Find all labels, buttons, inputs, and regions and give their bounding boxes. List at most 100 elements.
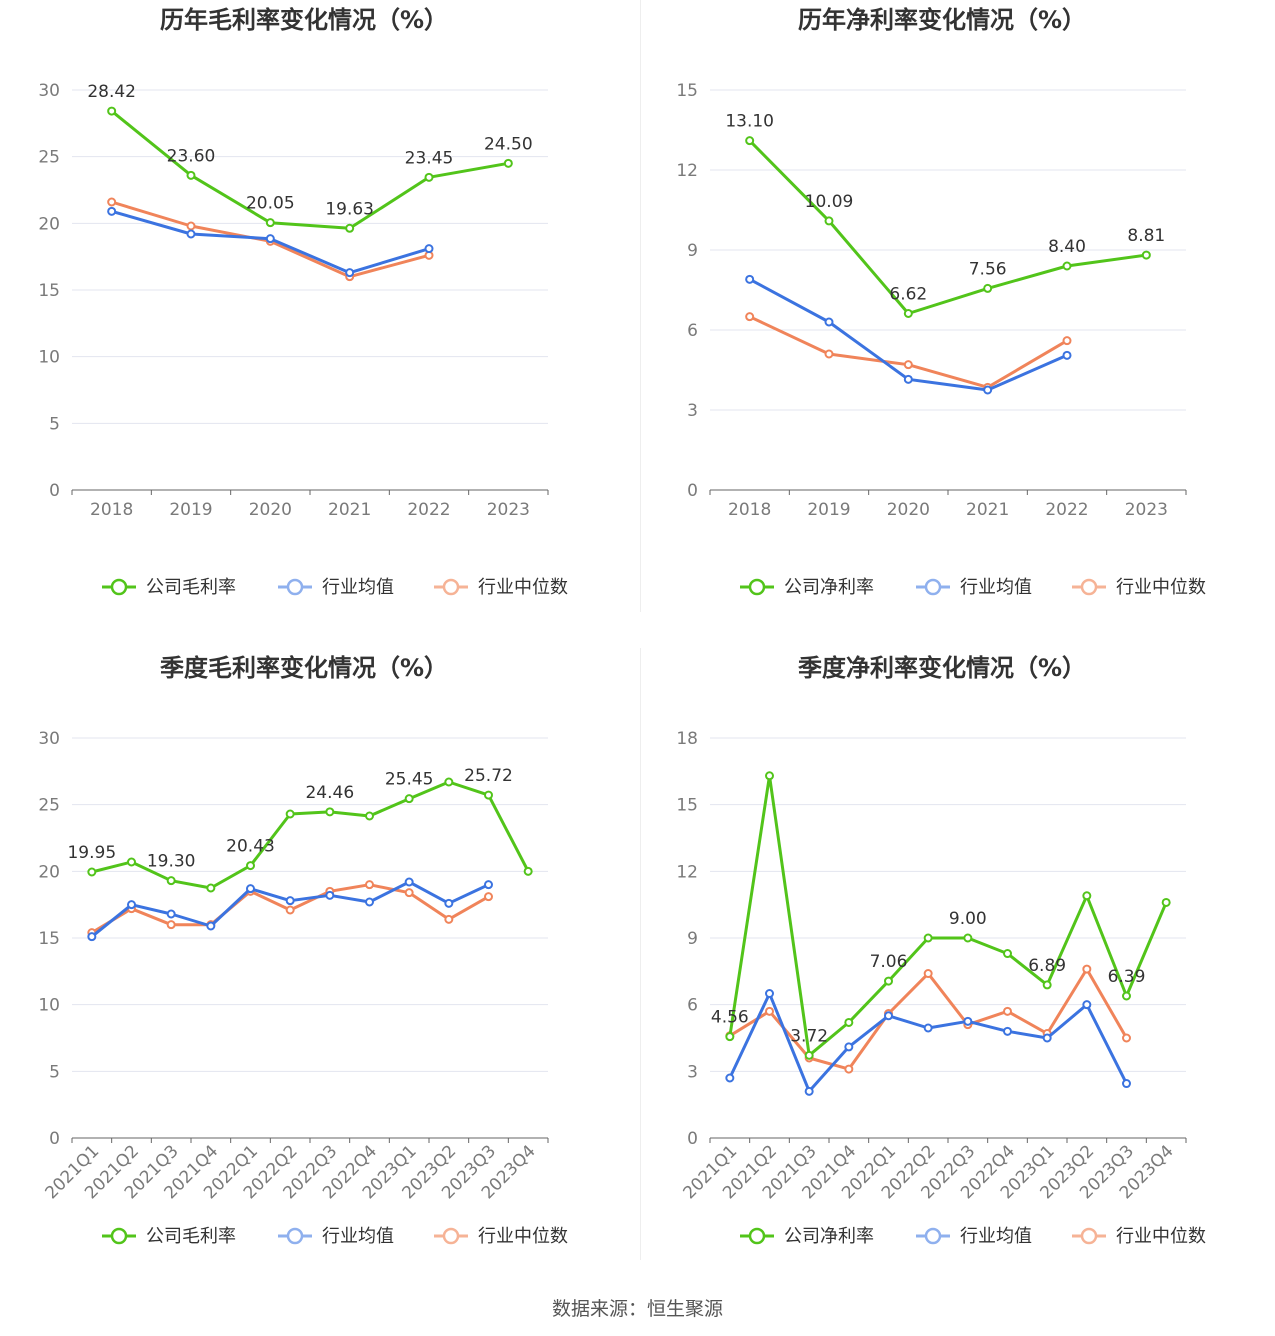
y-tick-label: 20 bbox=[38, 862, 60, 882]
chart-svg-0: 历年毛利率变化情况（%） 0 5 10 15 20 25 30 2018 2019 2020 2021… bbox=[38, 6, 568, 598]
legend-label-median: 行业中位数 bbox=[1116, 1226, 1206, 1247]
point-company bbox=[903, 308, 913, 318]
x-tick-label: 2023 bbox=[1125, 500, 1168, 520]
point-company bbox=[325, 807, 335, 817]
y-tick-label: 12 bbox=[676, 161, 698, 181]
legend-item-industry-median[interactable]: 行业中位数 bbox=[1072, 1226, 1206, 1247]
legend-item-company[interactable]: 公司毛利率 bbox=[102, 1226, 236, 1247]
data-label: 25.72 bbox=[464, 766, 513, 786]
point-industry-avg bbox=[404, 877, 414, 887]
legend-icon-median bbox=[442, 578, 460, 596]
point-company bbox=[206, 883, 216, 893]
divider-bottom bbox=[640, 648, 641, 1260]
legend-icon-avg bbox=[924, 1227, 942, 1245]
data-label: 6.89 bbox=[1028, 956, 1066, 976]
legend-item-company[interactable]: 公司净利率 bbox=[740, 577, 874, 598]
data-label: 7.06 bbox=[870, 952, 908, 972]
point-company bbox=[186, 170, 196, 180]
point-company bbox=[503, 158, 513, 168]
legend-item-industry-avg[interactable]: 行业均值 bbox=[916, 577, 1032, 598]
point-company bbox=[745, 136, 755, 146]
point-company bbox=[523, 866, 533, 876]
chart-quarterly-net-margin: 季度净利率变化情况（%） 0 3 6 9 12 15 18 2021Q1 2021Q2 2021Q3… bbox=[638, 648, 1275, 1296]
x-tick-label: 2022 bbox=[1045, 500, 1088, 520]
data-label: 24.50 bbox=[484, 134, 533, 154]
point-company bbox=[444, 777, 454, 787]
point-company bbox=[265, 218, 275, 228]
point-industry-avg bbox=[365, 897, 374, 907]
x-tick-label: 2021 bbox=[328, 500, 371, 520]
point-company bbox=[345, 223, 355, 233]
point-industry-median bbox=[824, 349, 834, 359]
y-tick-label: 5 bbox=[49, 414, 60, 434]
legend-item-industry-median[interactable]: 行业中位数 bbox=[1072, 577, 1206, 598]
data-label: 6.39 bbox=[1108, 967, 1146, 987]
legend-icon-company bbox=[748, 1227, 766, 1245]
point-industry-avg bbox=[765, 989, 774, 999]
point-industry-median bbox=[1122, 1033, 1131, 1043]
y-tick-label: 10 bbox=[38, 348, 60, 368]
point-industry-avg bbox=[206, 921, 216, 931]
x-tick-label: 2020 bbox=[249, 500, 292, 520]
point-industry-avg bbox=[725, 1073, 735, 1083]
y-tick-label: 6 bbox=[687, 321, 698, 341]
legend-label-median: 行业中位数 bbox=[478, 1226, 568, 1247]
y-tick-label: 3 bbox=[687, 1062, 698, 1082]
x-tick-label: 2020 bbox=[887, 500, 930, 520]
legend-icon-median bbox=[442, 1227, 460, 1245]
y-tick-label: 20 bbox=[38, 214, 60, 234]
legend-item-company[interactable]: 公司净利率 bbox=[740, 1226, 874, 1247]
point-company bbox=[484, 790, 493, 800]
legend-item-industry-avg[interactable]: 行业均值 bbox=[278, 577, 394, 598]
point-industry-avg bbox=[265, 234, 275, 244]
point-industry-median bbox=[844, 1064, 854, 1074]
point-industry-avg bbox=[444, 898, 454, 908]
x-tick-label: 2021 bbox=[966, 500, 1009, 520]
legend-item-industry-avg[interactable]: 行业均值 bbox=[916, 1226, 1032, 1247]
point-industry-avg bbox=[824, 317, 834, 327]
point-industry-median bbox=[765, 1006, 774, 1016]
point-company bbox=[824, 216, 834, 226]
chart-svg-1: 历年净利率变化情况（%） 0 3 6 9 12 15 2018 2019 2020 2021 2022… bbox=[676, 6, 1206, 598]
data-label: 13.10 bbox=[725, 112, 774, 132]
y-tick-label: 15 bbox=[38, 929, 60, 949]
point-industry-median bbox=[903, 360, 913, 370]
point-industry-avg bbox=[325, 890, 335, 900]
legend-item-industry-avg[interactable]: 行业均值 bbox=[278, 1226, 394, 1247]
point-company bbox=[246, 861, 255, 871]
series-line-industry-median bbox=[729, 967, 1128, 1071]
y-tick-label: 25 bbox=[38, 796, 60, 816]
point-industry-avg bbox=[484, 880, 493, 890]
point-company bbox=[1082, 891, 1092, 901]
legend-item-industry-median[interactable]: 行业中位数 bbox=[434, 1226, 568, 1247]
point-industry-avg bbox=[745, 274, 755, 284]
legend-item-company[interactable]: 公司毛利率 bbox=[102, 577, 236, 598]
point-industry-avg bbox=[1082, 1000, 1092, 1010]
data-label: 8.81 bbox=[1127, 226, 1165, 246]
point-industry-median bbox=[107, 197, 117, 207]
y-tick-label: 0 bbox=[687, 1129, 698, 1149]
point-industry-avg bbox=[1062, 350, 1072, 360]
point-industry-avg bbox=[424, 244, 434, 254]
point-industry-median bbox=[444, 914, 454, 924]
data-label: 8.40 bbox=[1048, 237, 1086, 257]
chart-title: 历年毛利率变化情况（%） bbox=[160, 6, 448, 34]
point-industry-avg bbox=[246, 884, 255, 894]
data-label: 23.60 bbox=[167, 146, 216, 166]
point-industry-avg bbox=[884, 1011, 893, 1021]
data-label: 4.56 bbox=[711, 1008, 749, 1028]
legend-item-industry-median[interactable]: 行业中位数 bbox=[434, 577, 568, 598]
point-industry-avg bbox=[804, 1086, 814, 1096]
chart-svg-2: 季度毛利率变化情况（%）0510152025302021Q12021Q22021… bbox=[38, 654, 568, 1247]
series-line-company bbox=[110, 109, 509, 230]
data-label: 19.95 bbox=[67, 843, 116, 863]
point-company bbox=[884, 976, 893, 986]
chart-annual-net-margin: 历年净利率变化情况（%） 0 3 6 9 12 15 2018 2019 2020 2021 2022… bbox=[638, 0, 1275, 648]
legend-label-company: 公司净利率 bbox=[784, 1226, 874, 1247]
legend-label-avg: 行业均值 bbox=[322, 1226, 394, 1247]
point-company bbox=[1122, 991, 1131, 1001]
chart-title: 历年净利率变化情况（%） bbox=[798, 6, 1086, 34]
point-industry-median bbox=[1003, 1006, 1012, 1016]
point-company bbox=[127, 857, 136, 867]
legend-label-company: 公司毛利率 bbox=[146, 577, 236, 598]
